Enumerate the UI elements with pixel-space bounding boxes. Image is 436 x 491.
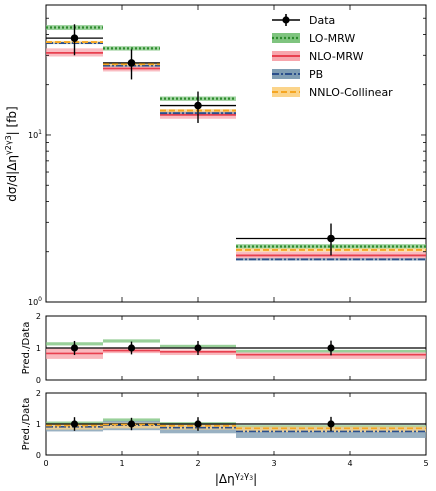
rb-y-tick-label-1: 1 [36,420,41,429]
ratio-top-y-label: Pred./Data [21,322,32,375]
x-tick-label-4: 4 [347,459,352,468]
rt-y-tick-label-2: 2 [36,312,41,321]
rt-band-nlo-mrw-bin-3 [236,352,426,359]
data-point-2 [194,101,202,110]
y-tick-label-0: 100 [28,296,42,307]
rt-data-point-3 [327,344,335,352]
y-axis-label: dσ/d|Δηγ2γ3| [fb] [4,106,19,201]
legend-entry-nlo-mrw: NLO-MRW [272,50,364,63]
rt-band-lo-mrw-bin-1 [103,339,160,343]
data-point-3 [327,234,335,243]
rt-data-point-0 [70,344,79,352]
rb-y-tick-label-0: 0 [36,451,41,460]
legend-label-pb: PB [309,68,323,81]
legend-label-lo-mrw: LO-MRW [309,32,355,45]
legend-entry-data: Data [272,14,335,27]
y-tick-label-1: 101 [28,129,42,140]
rb-data-point-2 [194,420,202,428]
legend-label-nnlo-collinear: NNLO-Collinear [309,86,393,99]
legend-label-nlo-mrw: NLO-MRW [309,50,364,63]
data-point-0 [70,34,79,42]
ratio-bottom-panel: 0 1 2 Pred./Data 0 1 2 3 4 5 |Δηγ2γ3| [21,389,429,486]
data-point-1 [127,59,136,67]
rb-data-point-1 [127,420,136,428]
x-tick-label-2: 2 [195,459,200,468]
x-tick-label-1: 1 [119,459,124,468]
x-tick-label-0: 0 [43,459,48,468]
x-tick-label-3: 3 [271,459,276,468]
legend: Data LO-MRW NLO-MRW PB NNLO-Collinear [272,14,393,99]
rb-data-point-0 [70,420,79,428]
legend-entry-pb: PB [272,68,323,81]
rt-data-point-1 [127,344,136,352]
rb-data-point-3 [327,420,335,428]
main-plot-frame [45,4,427,303]
legend-label-data: Data [309,14,335,27]
main-panel: 100 101 dσ/d|Δηγ2γ3| [fb] Data LO-MRW NLO… [4,4,427,307]
ratio-top-panel: 0 1 2 Pred./Data [21,312,427,385]
rt-y-tick-label-0: 0 [36,376,41,385]
y-axis-label-main: dσ/d|Δη [5,155,19,202]
y-axis-label-close: | [fb] [5,106,19,135]
ratio-bottom-y-label: Pred./Data [21,398,32,451]
rt-y-tick-label-1: 1 [36,344,41,353]
rt-data-point-2 [194,344,202,352]
legend-entry-nnlo-collinear: NNLO-Collinear [272,86,393,99]
legend-entry-lo-mrw: LO-MRW [272,32,355,45]
x-axis-label: |Δηγ2γ3| [215,471,257,486]
rb-y-tick-label-2: 2 [36,389,41,398]
y-axis-label-sup: γ2γ3 [4,135,13,155]
x-tick-label-5: 5 [423,459,428,468]
